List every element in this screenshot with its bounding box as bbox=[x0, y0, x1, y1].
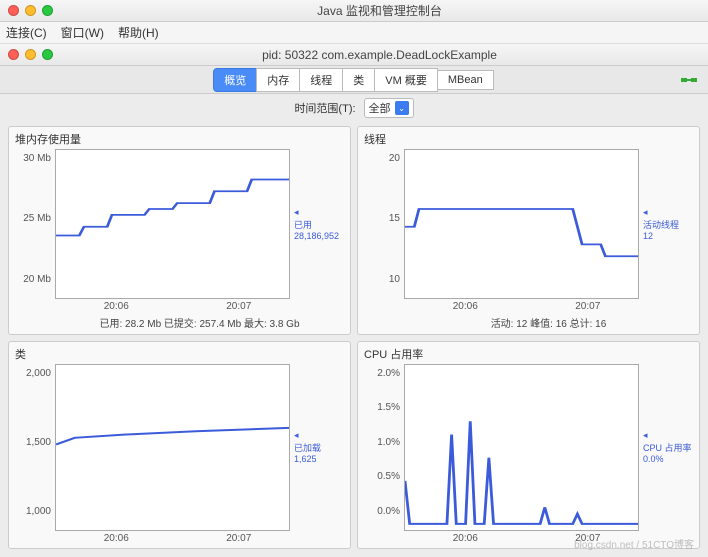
time-range-select[interactable]: 全部 ⌄ bbox=[364, 98, 414, 118]
tabs-row: 概览 内存 线程 类 VM 概要 MBean bbox=[0, 66, 708, 94]
chevron-down-icon: ⌄ bbox=[395, 101, 409, 115]
threads-legend: ◂ 活动线程 12 bbox=[639, 149, 693, 299]
menu-bar: 连接(C) 窗口(W) 帮助(H) bbox=[0, 22, 708, 44]
cpu-x-axis: 20:06 20:07 bbox=[364, 533, 693, 544]
connection-icon bbox=[680, 74, 698, 86]
zoom-icon[interactable] bbox=[42, 49, 53, 60]
panel-cpu: CPU 占用率 2.0% 1.5% 1.0% 0.5% 0.0% ◂ CPU 占… bbox=[357, 341, 700, 550]
close-icon[interactable] bbox=[8, 49, 19, 60]
heap-x-axis: 20:06 20:07 bbox=[15, 301, 344, 312]
classes-x-axis: 20:06 20:07 bbox=[15, 533, 344, 544]
threads-y-axis: 20 15 10 bbox=[364, 149, 404, 299]
tab-threads[interactable]: 线程 bbox=[299, 68, 343, 92]
tab-mbean[interactable]: MBean bbox=[437, 70, 494, 90]
classes-y-axis: 2,000 1,500 1,000 bbox=[15, 364, 55, 532]
time-range-value: 全部 bbox=[369, 100, 391, 116]
threads-plot bbox=[404, 149, 639, 299]
menu-window[interactable]: 窗口(W) bbox=[61, 24, 104, 41]
menu-connect[interactable]: 连接(C) bbox=[6, 24, 47, 41]
minimize-icon[interactable] bbox=[25, 5, 36, 16]
close-icon[interactable] bbox=[8, 5, 19, 16]
inner-title: pid: 50322 com.example.DeadLockExample bbox=[59, 48, 700, 62]
app-title: Java 监视和管理控制台 bbox=[59, 2, 700, 19]
panel-threads: 线程 20 15 10 ◂ 活动线程 12 20:06 20:07 活动: 12… bbox=[357, 126, 700, 335]
outer-titlebar: Java 监视和管理控制台 bbox=[0, 0, 708, 22]
heap-y-axis: 30 Mb 25 Mb 20 Mb bbox=[15, 149, 55, 299]
time-range-label: 时间范围(T): bbox=[294, 100, 355, 116]
tab-classes[interactable]: 类 bbox=[342, 68, 375, 92]
tab-memory[interactable]: 内存 bbox=[256, 68, 300, 92]
threads-footer: 活动: 12 峰值: 16 总计: 16 bbox=[364, 312, 693, 330]
tab-overview[interactable]: 概览 bbox=[213, 68, 257, 92]
zoom-icon[interactable] bbox=[42, 5, 53, 16]
heap-title: 堆内存使用量 bbox=[15, 131, 344, 147]
panel-heap: 堆内存使用量 30 Mb 25 Mb 20 Mb ◂ 已用 28,186,952… bbox=[8, 126, 351, 335]
heap-legend: ◂ 已用 28,186,952 bbox=[290, 149, 344, 299]
threads-title: 线程 bbox=[364, 131, 693, 147]
menu-help[interactable]: 帮助(H) bbox=[118, 24, 159, 41]
heap-footer: 已用: 28.2 Mb 已提交: 257.4 Mb 最大: 3.8 Gb bbox=[15, 312, 344, 330]
heap-plot bbox=[55, 149, 290, 299]
threads-x-axis: 20:06 20:07 bbox=[364, 301, 693, 312]
classes-legend: ◂ 已加载 1,625 bbox=[290, 364, 344, 532]
classes-plot bbox=[55, 364, 290, 532]
classes-title: 类 bbox=[15, 346, 344, 362]
cpu-y-axis: 2.0% 1.5% 1.0% 0.5% 0.0% bbox=[364, 364, 404, 532]
panel-classes: 类 2,000 1,500 1,000 ◂ 已加载 1,625 20:06 20… bbox=[8, 341, 351, 550]
inner-titlebar: pid: 50322 com.example.DeadLockExample bbox=[0, 44, 708, 66]
cpu-title: CPU 占用率 bbox=[364, 346, 693, 362]
cpu-legend: ◂ CPU 占用率 0.0% bbox=[639, 364, 693, 532]
charts-grid: 堆内存使用量 30 Mb 25 Mb 20 Mb ◂ 已用 28,186,952… bbox=[0, 122, 708, 557]
tab-vm-summary[interactable]: VM 概要 bbox=[374, 68, 438, 92]
minimize-icon[interactable] bbox=[25, 49, 36, 60]
time-range-row: 时间范围(T): 全部 ⌄ bbox=[0, 94, 708, 122]
cpu-plot bbox=[404, 364, 639, 532]
